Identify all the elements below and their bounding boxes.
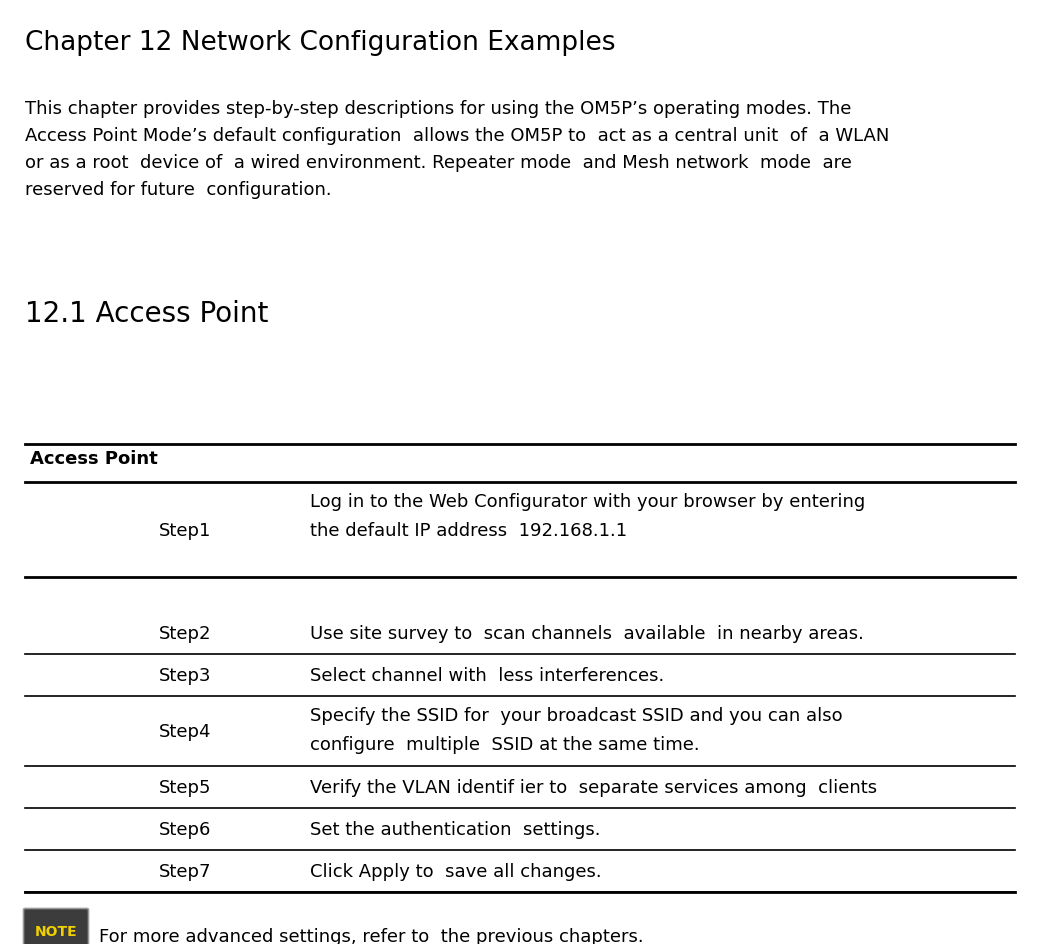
Text: Use site survey to  scan channels  available  in nearby areas.: Use site survey to scan channels availab… <box>310 624 864 642</box>
Text: 12.1 Access Point: 12.1 Access Point <box>25 299 269 328</box>
Text: Select channel with  less interferences.: Select channel with less interferences. <box>310 666 664 684</box>
Text: Specify the SSID for  your broadcast SSID and you can also
configure  multiple  : Specify the SSID for your broadcast SSID… <box>310 706 843 752</box>
Text: NOTE: NOTE <box>34 924 77 937</box>
Text: Step4: Step4 <box>159 722 212 740</box>
Text: Step2: Step2 <box>159 624 212 642</box>
Text: Log in to the Web Configurator with your browser by entering
the default IP addr: Log in to the Web Configurator with your… <box>310 493 866 539</box>
Text: Step6: Step6 <box>159 820 211 838</box>
Text: For more advanced settings, refer to  the previous chapters.: For more advanced settings, refer to the… <box>99 927 644 944</box>
Text: Chapter 12 Network Configuration Examples: Chapter 12 Network Configuration Example… <box>25 30 616 56</box>
Text: Access Point: Access Point <box>30 449 158 467</box>
Text: Step7: Step7 <box>159 862 212 880</box>
Text: Step5: Step5 <box>159 778 212 796</box>
Text: Click Apply to  save all changes.: Click Apply to save all changes. <box>310 862 602 880</box>
Text: Verify the VLAN identif ier to  separate services among  clients: Verify the VLAN identif ier to separate … <box>310 778 877 796</box>
Text: Set the authentication  settings.: Set the authentication settings. <box>310 820 601 838</box>
Text: Step1: Step1 <box>159 521 211 539</box>
Text: Step3: Step3 <box>159 666 212 684</box>
Text: This chapter provides step-by-step descriptions for using the OM5P’s operating m: This chapter provides step-by-step descr… <box>25 100 890 199</box>
FancyBboxPatch shape <box>24 908 88 944</box>
